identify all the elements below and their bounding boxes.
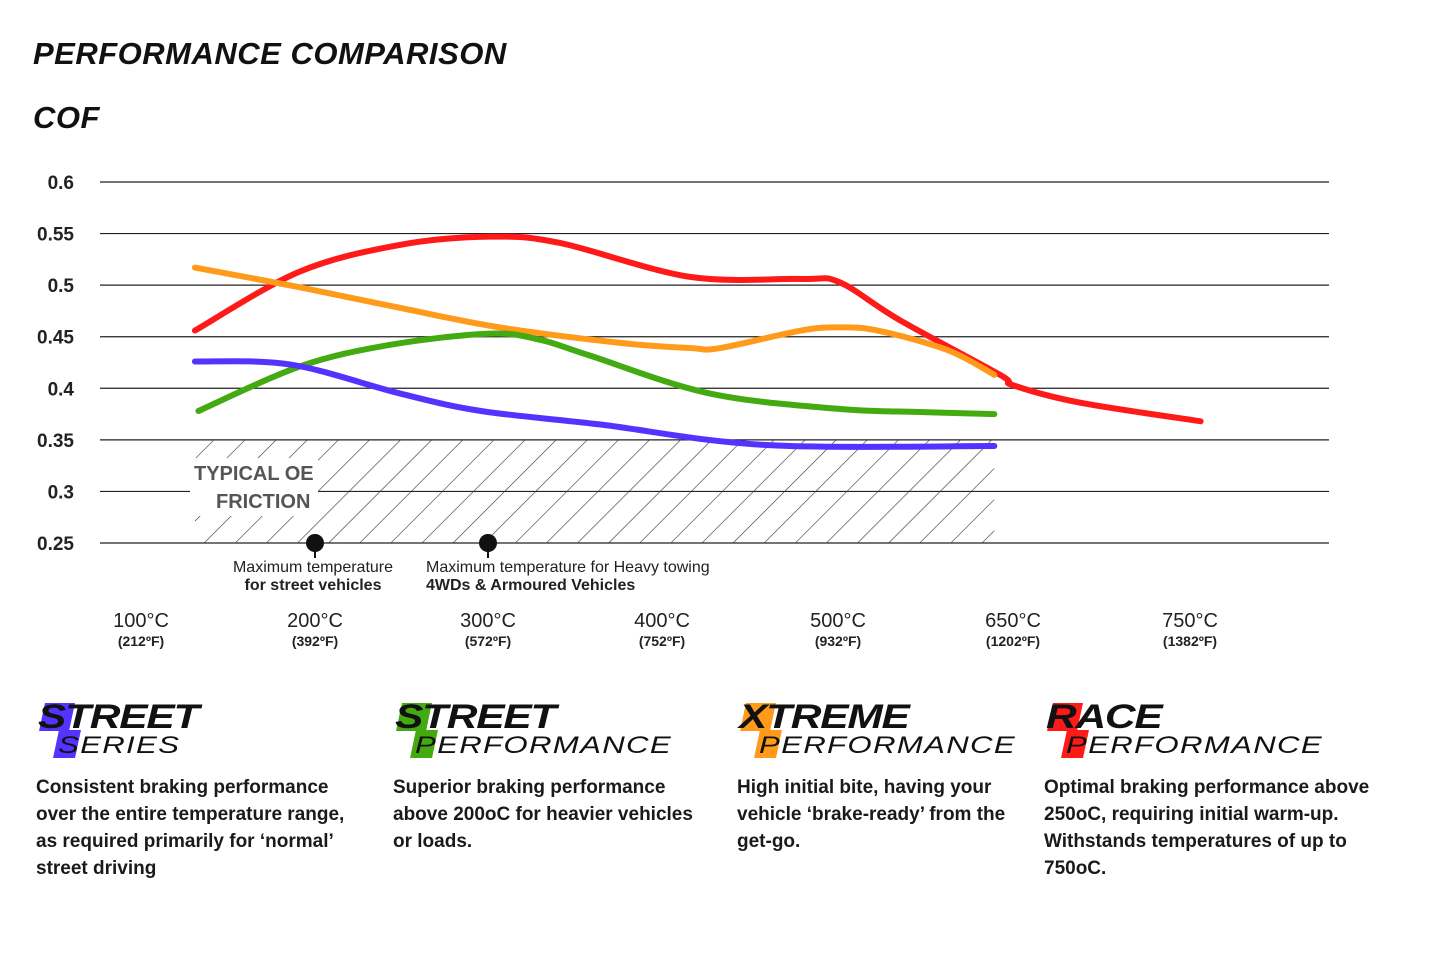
series-line-2 (191, 264, 998, 378)
x-tick-label-celsius: 100°C (113, 610, 169, 632)
annotation-line1: Maximum temperature (233, 559, 393, 576)
product-race-performance: RACE PERFORMANCE Optimal braking perform… (1044, 698, 1374, 882)
x-tick-label-fahrenheit: (752ºF) (639, 633, 685, 649)
x-tick-label-fahrenheit: (932ºF) (815, 633, 861, 649)
product-description: Optimal braking performance above 250oC,… (1044, 777, 1370, 879)
x-tick-label-celsius: 650°C (985, 610, 1041, 632)
x-tick-label-celsius: 200°C (287, 610, 343, 632)
x-tick-label-celsius: 400°C (634, 610, 690, 632)
x-tick-label-celsius: 500°C (810, 610, 866, 632)
x-tick-label-fahrenheit: (392ºF) (292, 633, 338, 649)
logo-line2: SERIES (58, 732, 181, 759)
series-line-4 (191, 358, 998, 450)
product-logo: STREET PERFORMANCE (393, 698, 713, 762)
logo-line2: PERFORMANCE (1066, 732, 1323, 759)
x-tick-label-fahrenheit: (1382ºF) (1163, 633, 1217, 649)
oe-label-background (190, 458, 318, 516)
x-tick-label-fahrenheit: (1202ºF) (986, 633, 1040, 649)
product-logo: RACE PERFORMANCE (1044, 698, 1374, 762)
logo-line2: PERFORMANCE (759, 732, 1016, 759)
logo-line1: STREET (38, 698, 199, 736)
product-description: Consistent braking performance over the … (36, 777, 345, 879)
y-tick-label: 0.35 (37, 431, 74, 452)
product-street-performance: STREET PERFORMANCE Superior braking perf… (393, 698, 713, 855)
product-description: Superior braking performance above 200oC… (393, 777, 693, 852)
logo-line1: XTREME (739, 698, 910, 736)
y-tick-label: 0.25 (37, 534, 74, 555)
oe-label-line2: FRICTION (216, 491, 310, 513)
product-xtreme-performance: XTREME PERFORMANCE High initial bite, ha… (737, 698, 1027, 855)
y-tick-label: 0.6 (48, 173, 74, 194)
page-title: PERFORMANCE COMPARISON (33, 36, 507, 71)
y-tick-label: 0.4 (48, 379, 75, 400)
annotation-line2: for street vehicles (245, 577, 382, 594)
product-logo: STREET SERIES (36, 698, 356, 762)
cof-chart: 0.6 0.55 0.5 0.45 0.4 0.35 0.3 0.25 TYPICAL OE F… (37, 173, 1329, 649)
y-tick-label: 0.45 (37, 328, 74, 349)
product-street-series: STREET SERIES Consistent braking perform… (36, 698, 356, 882)
product-description: High initial bite, having your vehicle ‘… (737, 777, 1006, 852)
oe-label-line1: TYPICAL OE (194, 463, 314, 485)
y-tick-label: 0.3 (48, 482, 74, 503)
x-tick-label-fahrenheit: (572ºF) (465, 633, 511, 649)
annotation-marker (479, 534, 497, 552)
logo-line1: STREET (395, 698, 556, 736)
typical-oe-friction-region (194, 439, 995, 543)
x-tick-label-celsius: 300°C (460, 610, 516, 632)
logo-line2: PERFORMANCE (415, 732, 672, 759)
annotation-marker (306, 534, 324, 552)
annotation-line1: Maximum temperature for Heavy towing (426, 559, 710, 576)
x-tick-label-celsius: 750°C (1162, 610, 1218, 632)
y-tick-label: 0.55 (37, 225, 74, 246)
logo-line1: RACE (1046, 698, 1163, 736)
product-logo: XTREME PERFORMANCE (737, 698, 1027, 762)
series-line-3 (195, 330, 998, 418)
y-axis-title: COF (33, 100, 100, 135)
series-line-1 (191, 233, 1204, 425)
y-tick-label: 0.5 (48, 276, 75, 297)
annotation-line2: 4WDs & Armoured Vehicles (426, 577, 635, 594)
x-tick-label-fahrenheit: (212ºF) (118, 633, 164, 649)
